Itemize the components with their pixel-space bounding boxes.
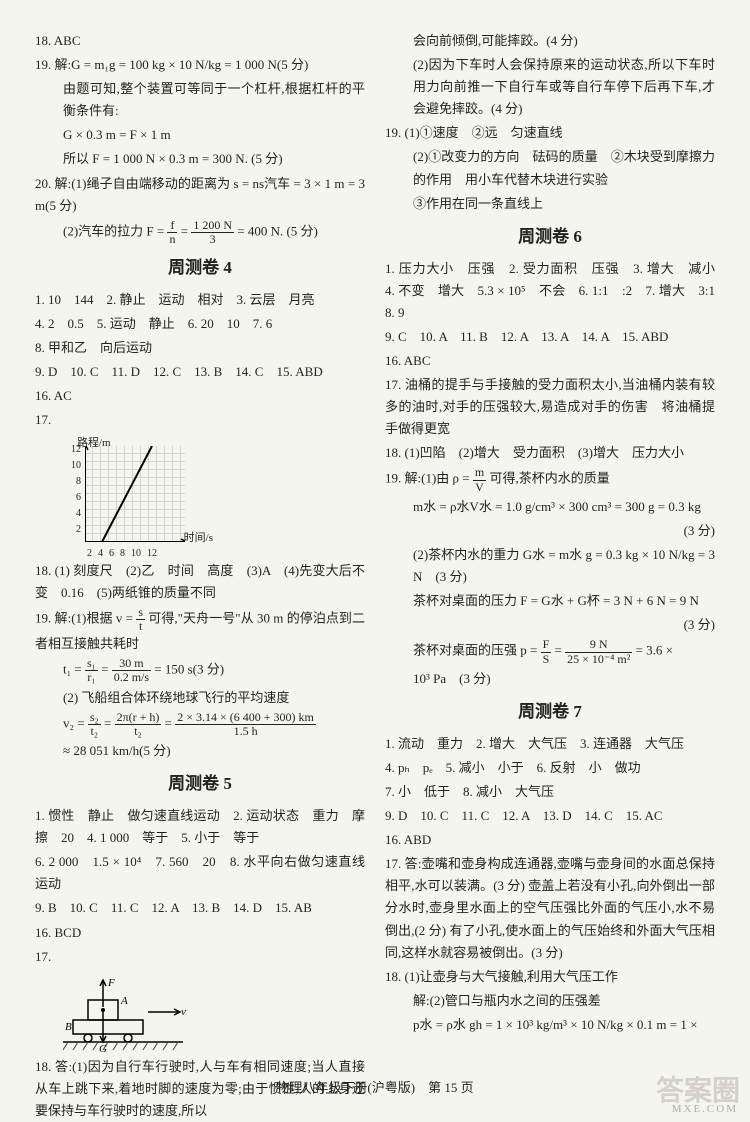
fraction-calc: 2 × 3.14 × (6 400 + 300) km1.5 h (175, 711, 316, 738)
t5-row3: 9. B 10. C 11. C 12. A 13. B 14. D 15. A… (35, 897, 365, 919)
t5-row5: 17. (35, 946, 365, 968)
force-diagram: F A B v (63, 972, 223, 1052)
q19-line-b: 由题可知,整个装置可等同于一个杠杆,根据杠杆的平衡条件有: (35, 78, 365, 122)
t6-row2: 9. C 10. A 11. B 12. A 13. A 14. A 15. A… (385, 326, 715, 348)
fraction-1200-3: 1 200 N3 (191, 219, 234, 246)
r-q19c: ③作用在同一条直线上 (385, 193, 715, 215)
r-q19a: 19. (1)①速度 ②远 匀速直线 (385, 122, 715, 144)
t6-q19e: 茶杯对桌面的压强 p = FS = 9 N25 × 10⁻⁴ m² = 3.6 … (385, 638, 715, 665)
right-column: 会向前倾倒,可能摔跤。(4 分) (2)因为下车时人会保持原来的运动状态,所以下… (385, 30, 715, 1071)
svg-text:v: v (181, 1006, 186, 1018)
t5-row4: 16. BCD (35, 922, 365, 944)
fraction-30-02: 30 m0.2 m/s (112, 657, 151, 684)
t4-q19e: ≈ 28 051 km/h(5 分) (35, 740, 365, 762)
distance-time-graph: 路程/m 12 10 8 6 4 2 2 4 6 8 (63, 436, 193, 556)
page-footer: 物理八年级下册(沪粤版) 第 15 页 (0, 1077, 750, 1099)
t6-q19b2: (3 分) (385, 520, 715, 542)
t4-row1: 1. 10 144 2. 静止 运动 相对 3. 云层 月亮 (35, 289, 365, 311)
fraction-fs: FS (541, 638, 552, 665)
graph-x-label: 时间/s (184, 529, 213, 548)
svg-text:B: B (65, 1021, 72, 1033)
r-cont2: (2)因为下车时人会保持原来的运动状态,所以下车时用力向前推一下自行车或等自行车… (385, 54, 715, 120)
t6-row3: 16. ABC (385, 350, 715, 372)
t7-row2: 4. pₕ pₑ 5. 减小 小于 6. 反射 小 做功 (385, 757, 715, 779)
t4-q19a: 19. 解:(1)根据 v = st 可得,"天舟一号"从 30 m 的停泊点到… (35, 606, 365, 655)
left-column: 18. ABC 19. 解:G = m₁g = 100 kg × 10 N/kg… (35, 30, 365, 1071)
watermark-url: MXE.COM (672, 1100, 738, 1119)
section-title-7: 周测卷 7 (385, 698, 715, 727)
graph-data-line (85, 446, 185, 542)
t7-row5: 16. ABD (385, 829, 715, 851)
t6-q19d2: (3 分) (385, 614, 715, 636)
q19-line-d: 所以 F = 1 000 N × 0.3 m = 300 N. (5 分) (35, 148, 365, 170)
t6-q19d: 茶杯对桌面的压力 F = G水 + G杯 = 3 N + 6 N = 9 N (385, 590, 715, 612)
t6-q19f: 10³ Pa (3 分) (385, 668, 715, 690)
answer-18: 18. ABC (35, 30, 365, 52)
svg-text:G: G (99, 1043, 107, 1052)
t6-q19b: m水 = ρ水V水 = 1.0 g/cm³ × 300 cm³ = 300 g … (385, 496, 715, 518)
r-cont1: 会向前倾倒,可能摔跤。(4 分) (385, 30, 715, 52)
t4-row4: 9. D 10. C 11. D 12. C 13. B 14. C 15. A… (35, 361, 365, 383)
two-column-layout: 18. ABC 19. 解:G = m₁g = 100 kg × 10 N/kg… (35, 30, 715, 1071)
t7-row3: 7. 小 低于 8. 减小 大气压 (385, 781, 715, 803)
t4-q19c: (2) 飞船组合体环绕地球飞行的平均速度 (35, 687, 365, 709)
q20-line-a: 20. 解:(1)绳子自由端移动的距离为 s = ns汽车 = 3 × 1 m … (35, 173, 365, 217)
section-title-4: 周测卷 4 (35, 254, 365, 283)
fraction-mv: mV (473, 466, 486, 493)
svg-text:A: A (120, 995, 128, 1007)
section-title-5: 周测卷 5 (35, 770, 365, 799)
t6-q19a: 19. 解:(1)由 ρ = mV 可得,茶杯内水的质量 (385, 466, 715, 493)
t4-row2: 4. 2 0.5 5. 运动 静止 6. 20 10 7. 6 (35, 313, 365, 335)
t6-row1: 1. 压力大小 压强 2. 受力面积 压强 3. 增大 减小 4. 不变 增大 … (385, 258, 715, 324)
t7-q17: 17. 答:壶嘴和壶身构成连通器,壶嘴与壶身间的水面总保持相平,水可以装满。(3… (385, 853, 715, 963)
t4-row3: 8. 甲和乙 向后运动 (35, 337, 365, 359)
fraction-fn: fn (167, 219, 177, 246)
q19-line-a: 19. 解:G = m₁g = 100 kg × 10 N/kg = 1 000… (35, 54, 365, 76)
t4-row6: 17. (35, 409, 365, 431)
t4-q18: 18. (1) 刻度尺 (2)乙 时间 高度 (3)A (4)先变大后不变 0.… (35, 560, 365, 604)
q20-line-b: (2)汽车的拉力 F = fn = 1 200 N3 = 400 N. (5 分… (35, 219, 365, 246)
fraction-s1r1: s₁r₁ (85, 657, 98, 684)
t5-row1: 1. 惯性 静止 做匀速直线运动 2. 运动状态 重力 摩擦 20 4. 1 0… (35, 805, 365, 849)
q20b-mid: = (181, 223, 192, 238)
t7-row4: 9. D 10. C 11. C 12. A 13. D 14. C 15. A… (385, 805, 715, 827)
t6-q18: 18. (1)凹陷 (2)增大 受力面积 (3)增大 压力大小 (385, 442, 715, 464)
t7-q18c: p水 = ρ水 gh = 1 × 10³ kg/m³ × 10 N/kg × 0… (385, 1014, 715, 1036)
fraction-st: st (136, 606, 145, 633)
svg-text:F: F (107, 977, 115, 989)
graph-y-ticks: 12 10 8 6 4 2 (67, 442, 81, 538)
q19-line-c: G × 0.3 m = F × 1 m (35, 124, 365, 146)
t5-row2: 6. 2 000 1.5 × 10⁴ 7. 560 20 8. 水平向右做匀速直… (35, 851, 365, 895)
fraction-2pirh: 2π(r + h)t₂ (115, 711, 162, 738)
section-title-6: 周测卷 6 (385, 223, 715, 252)
t6-q17: 17. 油桶的提手与手接触的受力面积太小,当油桶内装有较多的油时,对手的压强较大… (385, 374, 715, 440)
r-q19b: (2)①改变力的方向 砝码的质量 ②木块受到摩擦力的作用 用小车代替木块进行实验 (385, 146, 715, 190)
t4-q19d: v₂ = s₂t₂ = 2π(r + h)t₂ = 2 × 3.14 × (6 … (35, 711, 365, 738)
t4-q19b: t₁ = s₁r₁ = 30 m0.2 m/s = 150 s(3 分) (35, 657, 365, 684)
q20b-pre: (2)汽车的拉力 F = (63, 223, 167, 238)
q20b-post: = 400 N. (5 分) (237, 223, 318, 238)
graph-x-ticks: 2 4 6 8 10 12 (87, 545, 157, 562)
t7-q18b: 解:(2)管口与瓶内水之间的压强差 (385, 990, 715, 1012)
fraction-s2t2: s₂t₂ (88, 711, 101, 738)
t7-row1: 1. 流动 重力 2. 增大 大气压 3. 连通器 大气压 (385, 733, 715, 755)
t7-q18a: 18. (1)让壶身与大气接触,利用大气压工作 (385, 966, 715, 988)
t6-q19c: (2)茶杯内水的重力 G水 = m水 g = 0.3 kg × 10 N/kg … (385, 544, 715, 588)
t4-row5: 16. AC (35, 385, 365, 407)
fraction-9n: 9 N25 × 10⁻⁴ m² (565, 638, 632, 665)
